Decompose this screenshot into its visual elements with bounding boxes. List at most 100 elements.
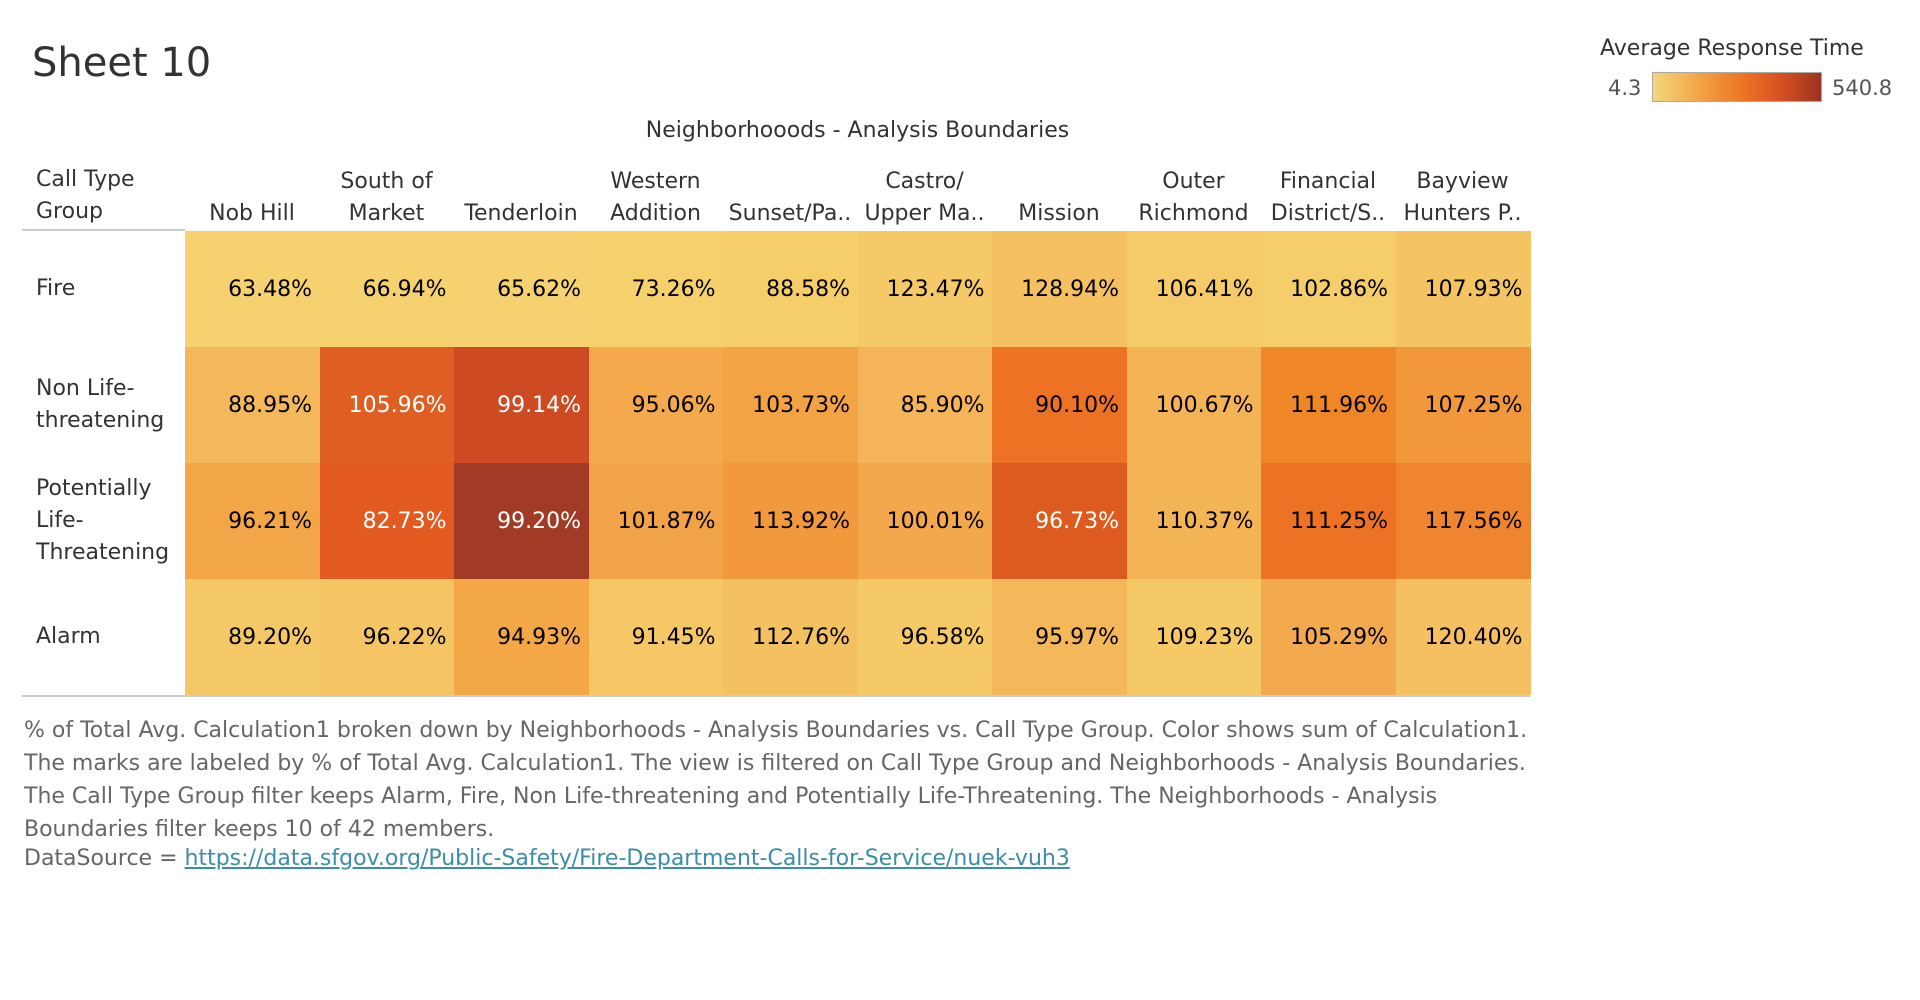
datasource-line: DataSource = https://data.sfgov.org/Publ… xyxy=(24,846,1070,871)
caption-line: The Call Type Group filter keeps Alarm, … xyxy=(24,784,1438,809)
sheet-title: Sheet 10 xyxy=(32,40,212,86)
column-header-line: Upper Ma.. xyxy=(864,201,985,226)
row-header: Fire xyxy=(36,231,186,347)
column-header-line: Market xyxy=(348,201,425,226)
heatmap-cell[interactable]: 95.06% xyxy=(588,347,724,463)
heatmap-cell[interactable]: 109.23% xyxy=(1126,579,1262,695)
column-header-text: Outer Richmond xyxy=(1138,166,1248,230)
heatmap-cell[interactable]: 103.73% xyxy=(723,347,858,463)
heatmap-cell[interactable]: 99.20% xyxy=(454,463,589,579)
heatmap-cell[interactable]: 88.95% xyxy=(185,347,320,463)
datasource-link[interactable]: https://data.sfgov.org/Public-Safety/Fir… xyxy=(184,846,1070,871)
row-header: Alarm xyxy=(36,579,186,695)
heatmap-cell[interactable]: 89.20% xyxy=(185,579,320,695)
column-header: Mission xyxy=(992,160,1126,230)
header-divider xyxy=(22,229,185,231)
column-header-text: Castro/Upper Ma.. xyxy=(864,166,984,230)
column-header-line: Mission xyxy=(1018,201,1100,226)
row-header: Non Life-threatening xyxy=(36,347,186,463)
column-header: Nob Hill xyxy=(185,160,319,230)
row-axis-title-line: Call Type xyxy=(36,167,135,192)
column-header: Financial District/S.. xyxy=(1261,160,1395,230)
caption-line: The marks are labeled by % of Total Avg.… xyxy=(24,751,1526,776)
heatmap-cell[interactable]: 90.10% xyxy=(992,347,1127,463)
caption-line: Boundaries filter keeps 10 of 42 members… xyxy=(24,817,495,842)
heatmap-cell[interactable]: 66.94% xyxy=(319,231,455,347)
legend-title: Average Response Time xyxy=(1600,36,1864,61)
column-header-line: South of xyxy=(340,169,433,194)
heatmap-cell[interactable]: 88.58% xyxy=(723,231,858,347)
heatmap-cell[interactable]: 96.73% xyxy=(992,463,1127,579)
legend-gradient-bar xyxy=(1652,72,1822,102)
row-header-line: Non Life- xyxy=(36,376,135,401)
row-header-line: Alarm xyxy=(36,624,101,649)
heatmap-cell[interactable]: 111.25% xyxy=(1261,463,1396,579)
heatmap-cell[interactable]: 102.86% xyxy=(1261,231,1396,347)
heatmap-cell[interactable]: 117.56% xyxy=(1395,463,1531,579)
heatmap-cell[interactable]: 112.76% xyxy=(723,579,858,695)
row-axis-title-line: Group xyxy=(36,199,103,224)
heatmap-cell[interactable]: 95.97% xyxy=(992,579,1127,695)
heatmap-cell[interactable]: 65.62% xyxy=(454,231,589,347)
heatmap-cell[interactable]: 106.41% xyxy=(1126,231,1262,347)
heatmap-cell[interactable]: 105.29% xyxy=(1261,579,1396,695)
row-header-text: Alarm xyxy=(36,621,101,653)
column-header: Bayview Hunters P.. xyxy=(1396,160,1530,230)
column-header: South of Market xyxy=(320,160,454,230)
heatmap-cell[interactable]: 120.40% xyxy=(1395,579,1531,695)
column-header: Outer Richmond xyxy=(1127,160,1261,230)
row-header: Potentially Life- Threatening xyxy=(36,463,186,579)
heatmap-cell[interactable]: 99.14% xyxy=(454,347,589,463)
column-header-line: Nob Hill xyxy=(209,201,295,226)
legend-min-label: 4.3 xyxy=(1608,76,1642,100)
heatmap-cell[interactable]: 110.37% xyxy=(1126,463,1262,579)
row-header-text: Fire xyxy=(36,273,75,305)
column-header-text: Financial District/S.. xyxy=(1271,166,1385,230)
column-header-line: Western xyxy=(610,169,701,194)
column-axis-title: Neighborhooods - Analysis Boundaries xyxy=(645,118,1070,143)
heatmap-cell[interactable]: 73.26% xyxy=(588,231,724,347)
heatmap-cell[interactable]: 128.94% xyxy=(992,231,1127,347)
heatmap-cell[interactable]: 96.21% xyxy=(185,463,320,579)
column-header: Tenderloin xyxy=(454,160,588,230)
column-header-line: Sunset/Pa.. xyxy=(728,201,852,226)
heatmap-cell[interactable]: 85.90% xyxy=(857,347,993,463)
column-header-line: District/S.. xyxy=(1270,201,1386,226)
heatmap-cell[interactable]: 82.73% xyxy=(319,463,455,579)
column-header-line: Tenderloin xyxy=(464,201,578,226)
bottom-divider xyxy=(22,695,1530,697)
column-header: Castro/Upper Ma.. xyxy=(858,160,992,230)
caption-line: % of Total Avg. Calculation1 broken down… xyxy=(24,718,1528,743)
column-header-line: Bayview xyxy=(1416,169,1509,194)
row-header-text: Potentially Life- Threatening xyxy=(36,473,169,569)
column-header-text: Western Addition xyxy=(610,166,701,230)
column-header-text: Tenderloin xyxy=(464,198,577,230)
heatmap-cell[interactable]: 111.96% xyxy=(1261,347,1396,463)
row-header-line: Potentially xyxy=(36,476,152,501)
heatmap-cell[interactable]: 113.92% xyxy=(723,463,858,579)
row-axis-title: Call Type Group xyxy=(36,164,186,228)
column-header-text: Sunset/Pa.. xyxy=(729,198,852,230)
heatmap-cell[interactable]: 101.87% xyxy=(588,463,724,579)
heatmap-cell[interactable]: 96.58% xyxy=(857,579,993,695)
heatmap-cell[interactable]: 123.47% xyxy=(857,231,993,347)
column-header-text: Nob Hill xyxy=(209,198,295,230)
column-header-line: Outer xyxy=(1162,169,1225,194)
heatmap-cell[interactable]: 105.96% xyxy=(319,347,455,463)
heatmap-cell[interactable]: 100.01% xyxy=(857,463,993,579)
caption: % of Total Avg. Calculation1 broken down… xyxy=(24,714,1624,846)
column-header-text: Mission xyxy=(1018,198,1100,230)
heatmap-cell[interactable]: 96.22% xyxy=(319,579,455,695)
heatmap-cell[interactable]: 100.67% xyxy=(1126,347,1262,463)
heatmap-cell[interactable]: 63.48% xyxy=(185,231,320,347)
column-header-line: Castro/ xyxy=(885,169,964,194)
row-header-line: threatening xyxy=(36,408,165,433)
heatmap-cell[interactable]: 94.93% xyxy=(454,579,589,695)
heatmap-cell[interactable]: 107.25% xyxy=(1395,347,1531,463)
heatmap-cell[interactable]: 107.93% xyxy=(1395,231,1531,347)
column-header-text: South of Market xyxy=(340,166,432,230)
heatmap-cell[interactable]: 91.45% xyxy=(588,579,724,695)
column-header-line: Hunters P.. xyxy=(1403,201,1522,226)
column-header-text: Bayview Hunters P.. xyxy=(1404,166,1522,230)
row-header-text: Non Life-threatening xyxy=(36,373,164,437)
